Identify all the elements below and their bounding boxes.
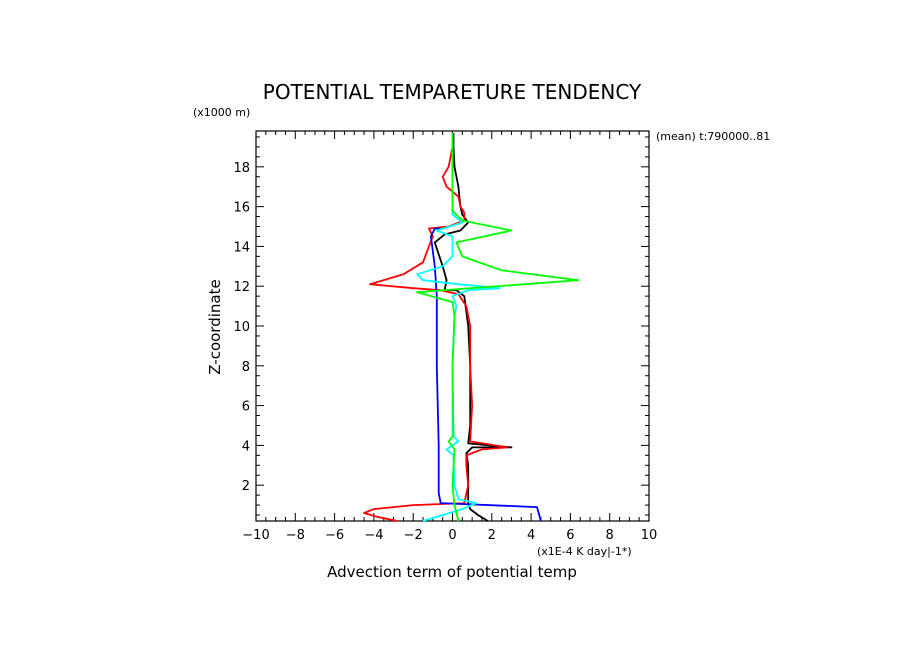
y-unit-label: (x1000 m) xyxy=(193,106,250,119)
x-tick-label: 6 xyxy=(566,528,574,543)
y-tick-label: 10 xyxy=(233,320,250,335)
y-tick-label: 2 xyxy=(242,479,250,494)
x-tick-label: −10 xyxy=(242,528,269,543)
y-tick-label: 8 xyxy=(242,360,250,375)
x-tick-label: 0 xyxy=(448,528,456,543)
series-line-2 xyxy=(363,133,509,522)
x-tick-label: −8 xyxy=(286,528,305,543)
series-line-4 xyxy=(416,133,501,522)
x-tick-label: 2 xyxy=(488,528,496,543)
y-tick-label: 16 xyxy=(233,201,250,216)
y-tick-label: 12 xyxy=(233,280,250,295)
chart-title: POTENTIAL TEMPARETURE TENDENCY xyxy=(263,80,642,104)
series-lines xyxy=(363,133,580,522)
x-tick-label: −2 xyxy=(404,528,423,543)
y-tick-label: 18 xyxy=(233,161,250,176)
x-tick-label: −4 xyxy=(364,528,383,543)
x-tick-label: −6 xyxy=(325,528,344,543)
y-axis-label: Z-coordinate xyxy=(206,279,224,374)
axis-ticks xyxy=(255,131,650,521)
series-line-5 xyxy=(416,133,580,522)
x-tick-label: 10 xyxy=(641,528,658,543)
y-tick-label: 14 xyxy=(233,240,250,255)
annotation-label: (mean) t:790000..81 xyxy=(656,130,770,143)
series-line-1 xyxy=(433,133,513,522)
axis-tick-labels: −10 −8 −6 −4 −2 0 2 4 6 8 10 2 4 6 8 10 12 14 16 18 xyxy=(233,161,657,543)
x-tick-label: 8 xyxy=(606,528,614,543)
x-tick-label: 4 xyxy=(527,528,535,543)
x-axis-label: Advection term of potential temp xyxy=(327,563,577,581)
x-unit-label: (x1E-4 K day|-1*) xyxy=(537,545,632,558)
y-tick-label: 6 xyxy=(242,400,250,415)
y-tick-label: 4 xyxy=(242,439,250,454)
